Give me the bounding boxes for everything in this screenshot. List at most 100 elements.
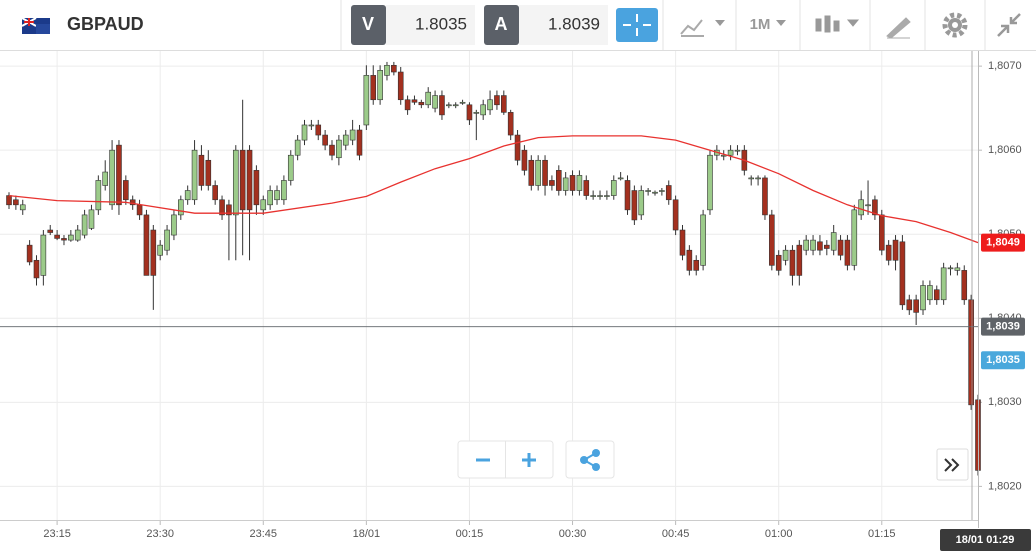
candle-body [844,239,851,266]
candle-body [253,170,260,206]
ask-label[interactable]: A [495,14,508,34]
candle-body [226,204,232,216]
settings-button[interactable] [942,12,968,38]
candle-body [480,104,486,116]
candle-body [68,234,74,241]
candle-style-button[interactable] [815,15,860,33]
price-marker-label: 1,8035 [986,354,1020,366]
candle-body [109,149,115,206]
chart-type-button[interactable] [680,19,725,37]
candle-body [762,177,768,216]
candle-body [239,149,246,211]
candle-body [734,149,741,152]
collapse-button[interactable] [997,13,1021,37]
x-tick-label: 18/01 [353,528,381,540]
timeframe[interactable]: 1M [750,16,771,33]
candle-body [198,154,205,186]
ask-box[interactable] [519,5,608,45]
candle-body [748,177,755,180]
candle-body [755,177,761,180]
candle-body [136,204,143,216]
candle-body [562,177,569,191]
candle-body [507,112,514,136]
scroll-right-button[interactable] [936,448,969,481]
candle-body [418,101,425,106]
candle-body [184,190,191,201]
candle-body [13,199,19,206]
y-tick-label: 1,8030 [988,396,1022,408]
candle-body [267,190,273,206]
candle-body [968,299,974,406]
bid-label[interactable]: V [362,14,374,34]
bid-button[interactable] [351,5,386,45]
candle-body [432,95,438,109]
candle-body [824,244,830,249]
candle-body [26,244,33,263]
candle-body [397,71,404,101]
candle-body [720,154,727,157]
candle-body [576,175,583,191]
bid-price[interactable]: 1.8035 [415,14,467,33]
crosshair-button[interactable] [616,8,658,42]
candle-body [617,177,624,180]
candle-body [315,124,322,136]
candle-body [961,270,968,301]
candle-body [425,91,432,106]
candle-body [494,95,500,106]
candle-body [920,285,926,311]
candle-body [830,232,837,251]
candle-body [150,229,157,276]
candle-body [6,195,12,206]
price-marker-label: 1,8039 [986,321,1020,333]
candle-body [143,214,150,276]
candle-body [102,171,109,186]
candle-body [129,199,136,206]
ask-price[interactable]: 1.8039 [548,14,600,33]
bid-box[interactable] [386,5,475,45]
x-tick-label: 00:30 [559,528,587,540]
candle-body [927,285,933,301]
candle-body [370,75,377,101]
candle-body [349,129,356,141]
x-tick-label: 23:30 [146,528,174,540]
x-tick-label: 01:00 [765,528,793,540]
price-marker [981,317,1025,336]
candle-body [391,64,397,73]
price-marker [981,233,1025,252]
candle-body [521,149,528,171]
cursor-time-box [940,529,1031,551]
candle-body [157,244,163,256]
y-tick-label: 1,8020 [988,480,1022,492]
price-marker-label: 1,8049 [986,237,1020,249]
candle-body [301,124,308,141]
x-tick-label: 00:45 [662,528,690,540]
timeframe-arrow[interactable] [776,20,786,26]
candle-body [487,99,493,111]
candle-body [878,214,885,251]
candle-body [260,199,267,211]
candle-body [178,199,184,216]
plot [0,51,981,520]
candle-body [294,139,301,156]
candle-body [164,229,170,251]
candle-body [466,104,473,121]
candle-body [899,241,906,306]
candle-body [659,190,665,192]
candle-body [363,75,370,126]
candle-body [287,154,294,181]
candle-body [356,129,363,156]
zoom-controls[interactable] [457,440,554,479]
x-tick-label: 01:15 [868,528,896,540]
symbol[interactable]: GBPAUD [67,14,144,34]
candle-body [665,185,672,201]
candle-body [817,241,823,251]
ask-button[interactable] [484,5,519,45]
candle-body [769,214,775,266]
candle-body [789,249,796,276]
candle-body [219,199,225,216]
draw-button[interactable] [886,17,911,39]
share-button[interactable] [565,440,615,479]
candle-body [872,199,878,216]
